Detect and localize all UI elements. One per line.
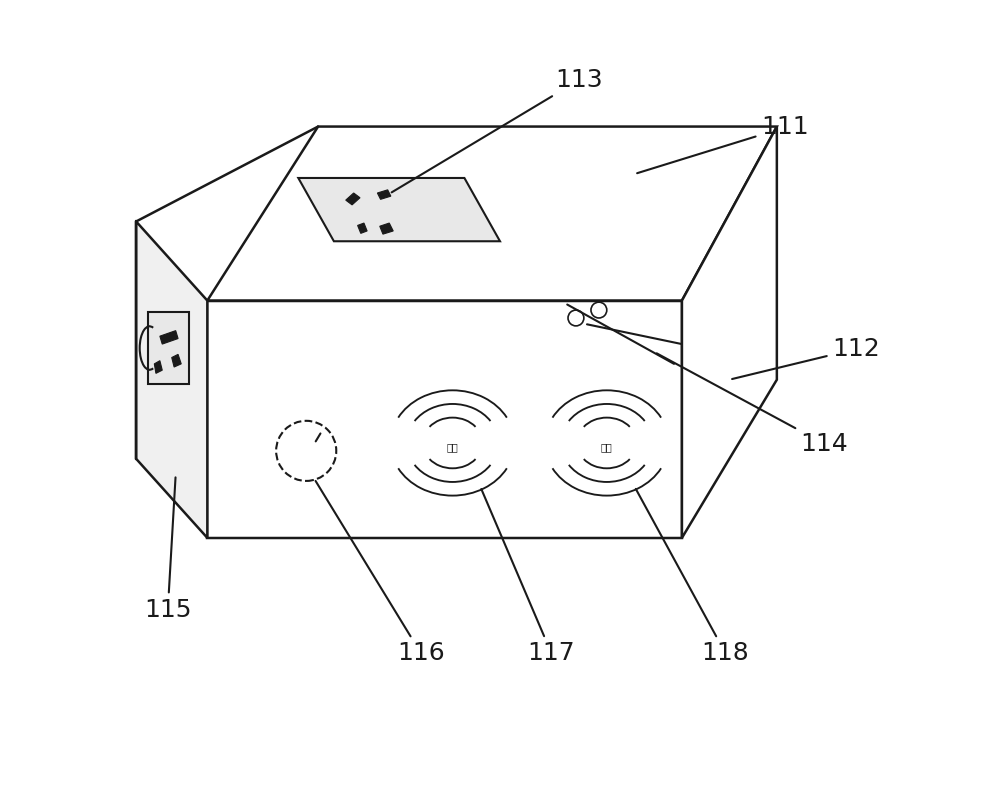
Polygon shape xyxy=(148,312,189,384)
Polygon shape xyxy=(172,354,181,367)
Polygon shape xyxy=(682,127,777,538)
Polygon shape xyxy=(207,301,682,538)
Text: 115: 115 xyxy=(144,478,192,622)
Polygon shape xyxy=(207,127,777,301)
Polygon shape xyxy=(136,221,207,538)
Text: 117: 117 xyxy=(481,489,575,665)
Polygon shape xyxy=(380,223,393,234)
Polygon shape xyxy=(154,361,162,373)
Polygon shape xyxy=(298,178,500,241)
Polygon shape xyxy=(358,223,367,233)
Text: 114: 114 xyxy=(657,354,848,456)
Text: 111: 111 xyxy=(637,115,809,173)
Text: 人员: 人员 xyxy=(601,442,613,452)
Text: 118: 118 xyxy=(636,489,749,665)
Text: 设备: 设备 xyxy=(447,442,458,452)
Text: 113: 113 xyxy=(392,68,603,192)
Text: 112: 112 xyxy=(732,337,880,379)
Polygon shape xyxy=(346,193,360,205)
Polygon shape xyxy=(377,190,391,199)
Text: 116: 116 xyxy=(316,481,445,665)
Polygon shape xyxy=(160,331,178,344)
